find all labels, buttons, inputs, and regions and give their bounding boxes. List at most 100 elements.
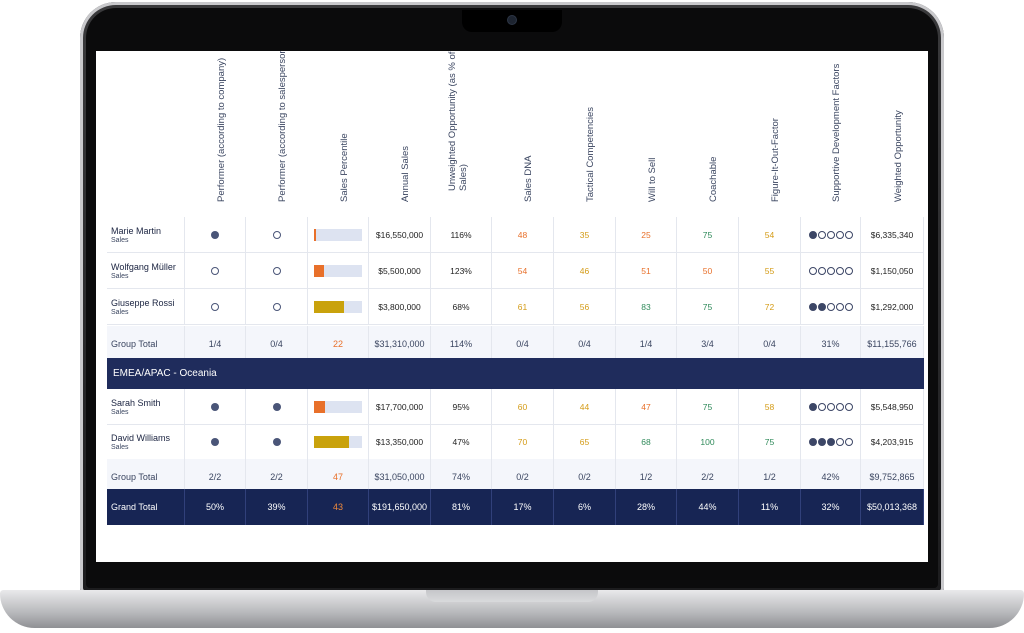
rating-circle-icon: [817, 230, 826, 239]
column-header-will[interactable]: Will to Sell: [616, 51, 677, 217]
total-percentile: 43: [308, 489, 369, 525]
person-name[interactable]: Giuseppe Rossi: [111, 298, 175, 308]
development-rating: [808, 266, 853, 275]
cell-annual: $13,350,000: [369, 424, 431, 460]
value-fiof: 54: [764, 229, 775, 240]
column-header-coach[interactable]: Coachable: [677, 51, 739, 217]
percentile-bar-fill: [314, 400, 325, 413]
rating-circle-icon: [835, 302, 844, 311]
total-will: 28%: [616, 489, 677, 525]
cell-percentile: [308, 253, 369, 289]
total-value-fiof: 11%: [760, 502, 779, 512]
rating-circle-icon: [844, 266, 853, 275]
value-annual: $16,550,000: [375, 229, 424, 240]
cell-coach: 75: [677, 389, 739, 425]
cell-sdf: [801, 217, 861, 253]
total-value-dna: 0/2: [516, 471, 529, 482]
rating-circle-icon: [844, 402, 853, 411]
table-row[interactable]: Giuseppe Rossi Sales $3,800,000 68% 61 56 83 75…: [107, 289, 924, 325]
cell-percentile: [308, 217, 369, 253]
column-header-fiof[interactable]: Figure-It-Out-Factor: [739, 51, 801, 217]
value-unweighted: 95%: [452, 401, 470, 412]
table-row[interactable]: Marie Martin Sales $16,550,000 116% 48 35 25 75…: [107, 217, 924, 253]
column-header-label: Will to Sell: [646, 157, 658, 202]
person-name[interactable]: Sarah Smith: [111, 398, 161, 408]
value-will: 47: [641, 401, 651, 412]
column-header-annual[interactable]: Annual Sales: [369, 51, 431, 217]
cell-sdf: [801, 289, 861, 325]
person-name[interactable]: David Williams: [111, 433, 171, 443]
screen: Performer (according to company) Performe…: [96, 51, 928, 562]
total-value-will: 1/2: [639, 471, 653, 482]
cell-unweighted: 95%: [431, 389, 492, 425]
region-header[interactable]: EMEA/APAC - Oceania: [107, 358, 924, 389]
table-row[interactable]: Sarah Smith Sales $17,700,000 95% 60 44 47 75 58…: [107, 389, 924, 425]
cell-tactical: 44: [554, 389, 616, 425]
cell-annual: $16,550,000: [369, 217, 431, 253]
rating-circle-icon: [808, 437, 817, 446]
value-annual: $17,700,000: [375, 401, 424, 412]
cell-coach: 75: [677, 217, 739, 253]
person-name[interactable]: Wolfgang Müller: [111, 262, 176, 272]
cell-company: [185, 217, 246, 253]
percentile-bar: [314, 264, 362, 277]
total-sdf: 31%: [801, 326, 861, 362]
total-value-company: 50%: [205, 502, 224, 512]
total-value-weighted: $11,155,766: [867, 338, 917, 349]
column-header-sdf[interactable]: Supportive Development Factors: [801, 51, 861, 217]
percentile-bar-fill: [314, 300, 344, 313]
total-label: Grand Total: [111, 502, 158, 512]
column-header-percentile[interactable]: Sales Percentile: [308, 51, 369, 217]
person-role: Sales: [111, 409, 129, 416]
table-row[interactable]: David Williams Sales $13,350,000 47% 70 65 68 1…: [107, 424, 924, 460]
value-unweighted: 68%: [452, 301, 470, 312]
total-label: Group Total: [111, 338, 158, 349]
value-weighted: $5,548,950: [870, 401, 914, 412]
person-name[interactable]: Marie Martin: [111, 226, 162, 236]
cell-name: Sarah Smith Sales: [107, 389, 185, 425]
person-role: Sales: [111, 273, 129, 280]
rating-circle-icon: [817, 266, 826, 275]
total-value-sdf: 32%: [821, 502, 840, 512]
value-annual: $3,800,000: [378, 301, 421, 312]
performer-dot-icon: [211, 266, 219, 275]
value-will: 83: [641, 301, 651, 312]
total-weighted: $50,013,368: [861, 489, 924, 525]
rating-circle-icon: [835, 402, 844, 411]
table-row[interactable]: Wolfgang Müller Sales $5,500,000 123% 54 46 51…: [107, 253, 924, 289]
cell-tactical: 65: [554, 424, 616, 460]
column-header-label: Weighted Opportunity: [892, 110, 904, 202]
rating-circle-icon: [808, 402, 817, 411]
column-header-weighted[interactable]: Weighted Opportunity: [861, 51, 924, 217]
rating-circle-icon: [817, 402, 826, 411]
rating-circle-icon: [835, 266, 844, 275]
cell-weighted: $5,548,950: [861, 389, 924, 425]
total-value-coach: 3/4: [701, 338, 714, 349]
value-unweighted: 47%: [452, 436, 470, 447]
total-value-annual: $31,050,000: [374, 471, 425, 482]
column-header-dna[interactable]: Sales DNA: [492, 51, 554, 217]
total-value-unweighted: 74%: [451, 471, 470, 482]
cell-weighted: $6,335,340: [861, 217, 924, 253]
performer-dot-icon: [211, 302, 219, 311]
column-header-tactical[interactable]: Tactical Competencies: [554, 51, 616, 217]
value-fiof: 58: [764, 401, 775, 412]
group-total-row: Group Total 1/4 0/4 22 $31,310,000 114% 0/4 0/4…: [107, 326, 924, 362]
column-header-company[interactable]: Performer (according to company): [185, 51, 246, 217]
value-annual: $13,350,000: [375, 436, 424, 447]
cell-dna: 70: [492, 424, 554, 460]
development-rating: [808, 402, 853, 411]
total-value-will: 1/4: [639, 338, 653, 349]
cell-will: 68: [616, 424, 677, 460]
column-header-self[interactable]: Performer (according to salesperson): [246, 51, 308, 217]
column-header-unweighted[interactable]: Unweighted Opportunity (as % of Sales): [431, 51, 492, 217]
column-header-label: Performer (according to salesperson): [277, 51, 288, 202]
total-value-company: 2/2: [208, 471, 222, 482]
cell-sdf: [801, 253, 861, 289]
cell-dna: 60: [492, 389, 554, 425]
total-coach: 3/4: [677, 326, 739, 362]
rating-circle-icon: [808, 302, 817, 311]
total-value-self: 0/4: [270, 338, 283, 349]
percentile-bar-fill: [314, 264, 324, 277]
value-coach: 75: [702, 301, 713, 312]
